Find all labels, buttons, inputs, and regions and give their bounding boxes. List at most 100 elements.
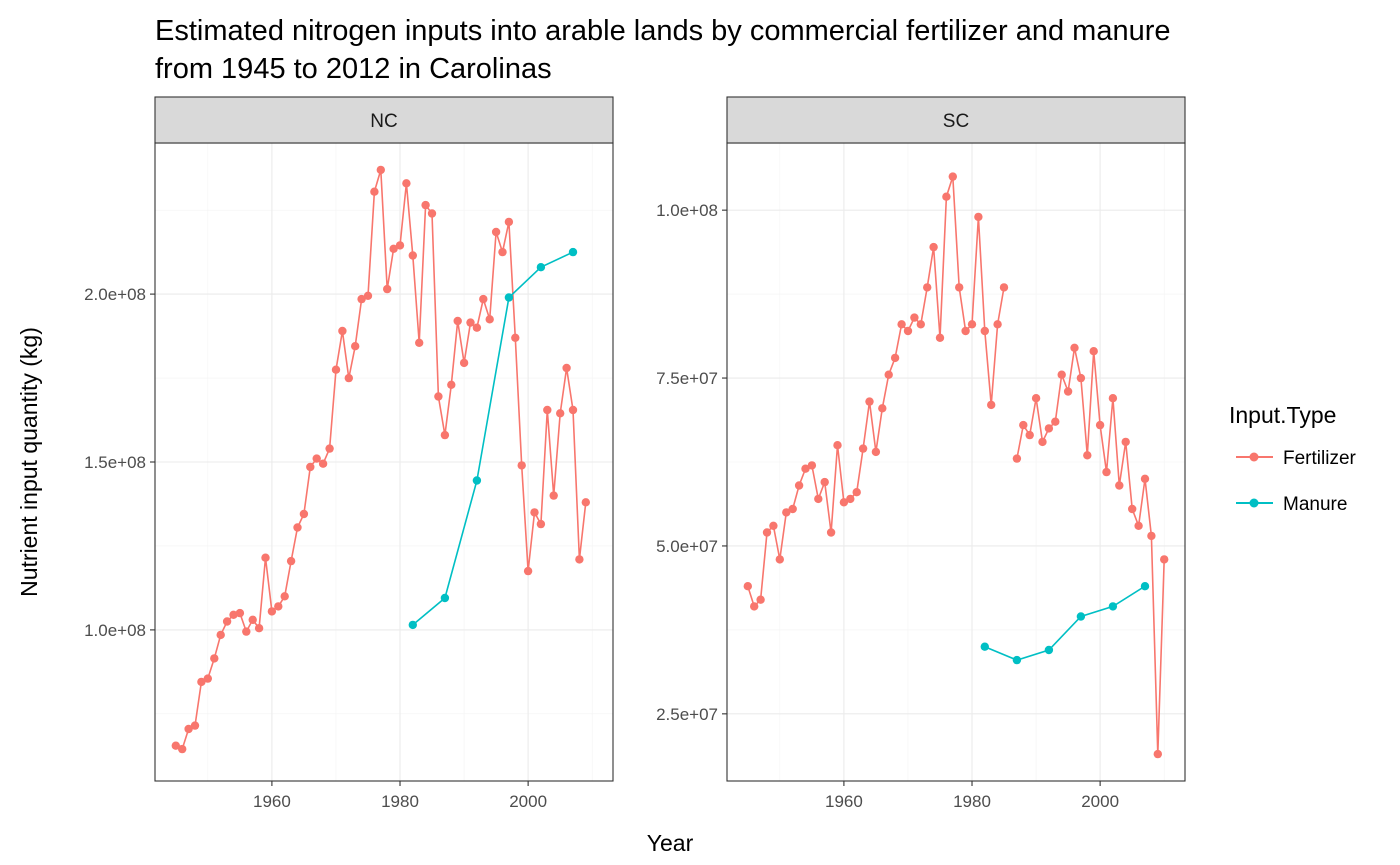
sc-fertilizer-point-1974 bbox=[929, 242, 938, 252]
x-tick-label-nc: 1960 bbox=[253, 792, 291, 811]
sc-fertilizer-point-1961 bbox=[846, 494, 855, 504]
nc-fertilizer-point-1998 bbox=[511, 333, 520, 342]
nc-fertilizer-point-1979 bbox=[389, 244, 398, 253]
nc-fertilizer-point-1988 bbox=[447, 380, 456, 389]
nc-fertilizer-point-1982 bbox=[408, 251, 417, 260]
sc-fertilizer-point-1978 bbox=[955, 283, 964, 292]
sc-fertilizer-point-2004 bbox=[1121, 437, 1130, 447]
sc-fertilizer-point-1965 bbox=[871, 447, 881, 457]
sc-fertilizer-point-1992 bbox=[1044, 424, 1054, 433]
nc-fertilizer-point-1993 bbox=[479, 294, 488, 304]
sc-fertilizer-point-1998 bbox=[1083, 451, 1092, 460]
sc-fertilizer-point-1994 bbox=[1057, 370, 1066, 379]
nc-fertilizer-point-2002 bbox=[536, 519, 546, 529]
sc-fertilizer-point-1980 bbox=[967, 320, 977, 329]
sc-fertilizer-point-1964 bbox=[865, 397, 874, 406]
sc-fertilizer-point-1990 bbox=[1031, 394, 1041, 403]
sc-fertilizer-point-1947 bbox=[756, 595, 765, 604]
nc-fertilizer-point-1971 bbox=[338, 326, 347, 336]
sc-fertilizer-point-1946 bbox=[750, 602, 759, 611]
legend: Input.Type Fertilizer Manure bbox=[1229, 402, 1357, 515]
sc-fertilizer-point-2001 bbox=[1102, 467, 1111, 477]
sc-manure-point-1992 bbox=[1044, 645, 1054, 655]
sc-fertilizer-point-1962 bbox=[852, 488, 861, 497]
x-tick-label-nc: 2000 bbox=[509, 792, 547, 811]
sc-fertilizer-point-1948 bbox=[762, 528, 772, 537]
chart-title: Estimated nitrogen inputs into arable la… bbox=[155, 15, 1171, 47]
nc-fertilizer-point-2000 bbox=[523, 566, 533, 576]
nc-fertilizer-point-1962 bbox=[280, 592, 289, 601]
nc-fertilizer-point-1945 bbox=[171, 741, 180, 750]
nc-fertilizer-point-1968 bbox=[318, 459, 328, 468]
legend-key-point-manure bbox=[1249, 498, 1259, 508]
sc-fertilizer-point-1952 bbox=[788, 504, 797, 514]
sc-manure-point-1987 bbox=[1012, 655, 1022, 665]
nc-fertilizer-point-1952 bbox=[216, 630, 225, 640]
legend-entry-manure: Manure bbox=[1236, 494, 1347, 515]
sc-fertilizer-point-1960 bbox=[839, 498, 849, 507]
panel-sc: SC 2.5e+07 5.0e+07 7.5e+07 1.0e+08 1960 1980 20… bbox=[656, 96, 1186, 811]
sc-fertilizer-point-1973 bbox=[923, 283, 932, 292]
nc-fertilizer-point-1978 bbox=[383, 284, 392, 294]
sc-fertilizer-point-1993 bbox=[1051, 417, 1060, 426]
nc-fertilizer-point-1964 bbox=[293, 523, 302, 532]
sc-fertilizer-point-1984 bbox=[993, 320, 1002, 329]
sc-fertilizer-point-1959 bbox=[833, 441, 842, 450]
sc-fertilizer-point-1970 bbox=[903, 326, 913, 336]
sc-fertilizer-point-1991 bbox=[1038, 437, 1047, 447]
nc-fertilizer-point-1956 bbox=[242, 627, 251, 636]
sc-fertilizer-point-1963 bbox=[858, 444, 868, 453]
sc-manure-line bbox=[984, 585, 1146, 661]
sc-fertilizer-point-1957 bbox=[820, 477, 829, 487]
nc-manure-point-2002 bbox=[536, 263, 546, 272]
legend-label-manure: Manure bbox=[1283, 494, 1347, 515]
sc-fertilizer-point-1954 bbox=[801, 464, 810, 473]
sc-fertilizer-point-1966 bbox=[878, 404, 887, 413]
nc-fertilizer-point-1965 bbox=[299, 509, 309, 519]
nc-fertilizer-point-1967 bbox=[312, 454, 321, 463]
nc-fertilizer-point-1947 bbox=[184, 724, 193, 734]
panel-nc: NC 1.0e+08 1.5e+08 2.0e+08 1960 1980 2000 bbox=[84, 96, 614, 811]
sc-fertilizer-point-2002 bbox=[1108, 394, 1118, 403]
nc-fertilizer-point-1963 bbox=[286, 556, 296, 566]
nc-fertilizer-point-1999 bbox=[517, 461, 526, 470]
sc-fertilizer-point-1953 bbox=[794, 481, 804, 490]
strip-label-nc: NC bbox=[370, 111, 397, 132]
nc-fertilizer-point-2007 bbox=[568, 405, 578, 415]
nc-fertilizer-point-2003 bbox=[543, 405, 552, 415]
nc-fertilizer-point-1955 bbox=[235, 608, 245, 618]
sc-fertilizer-point-1971 bbox=[910, 313, 919, 322]
legend-key-point-fertilizer bbox=[1249, 452, 1259, 462]
nc-fertilizer-point-1977 bbox=[376, 165, 385, 175]
sc-fertilizer-point-1989 bbox=[1025, 430, 1034, 440]
nc-fertilizer-point-1989 bbox=[453, 316, 462, 326]
sc-manure-point-2002 bbox=[1108, 602, 1118, 611]
sc-fertilizer-point-1977 bbox=[948, 172, 957, 181]
sc-fertilizer-point-2009 bbox=[1153, 749, 1163, 759]
nc-fertilizer-point-1950 bbox=[203, 674, 212, 683]
x-tick-label-sc: 2000 bbox=[1081, 792, 1119, 811]
nc-fertilizer-point-2005 bbox=[556, 409, 565, 418]
nc-fertilizer-point-1974 bbox=[357, 294, 366, 304]
nc-fertilizer-point-1960 bbox=[267, 607, 277, 616]
nc-fertilizer-point-1992 bbox=[472, 323, 482, 332]
sc-fertilizer-line bbox=[1016, 347, 1165, 755]
nc-fertilizer-point-1970 bbox=[331, 365, 341, 374]
nc-fertilizer-point-1948 bbox=[190, 721, 200, 730]
nc-fertilizer-point-1954 bbox=[229, 610, 238, 619]
nc-fertilizer-point-1985 bbox=[427, 209, 437, 218]
strip-nc bbox=[154, 96, 614, 144]
nc-manure-point-1992 bbox=[472, 476, 482, 485]
sc-manure-point-2007 bbox=[1140, 582, 1150, 591]
sc-manure-point-1997 bbox=[1076, 612, 1086, 621]
y-tick-label-nc: 1.5e+08 bbox=[84, 453, 146, 472]
y-tick-label-sc: 7.5e+07 bbox=[656, 369, 718, 388]
y-axis-title: Nutrient input quantity (kg) bbox=[16, 327, 42, 597]
chart-title-line2: from 1945 to 2012 in Carolinas bbox=[155, 53, 552, 85]
sc-fertilizer-point-2006 bbox=[1134, 521, 1143, 530]
sc-fertilizer-point-1996 bbox=[1070, 343, 1079, 352]
x-tick-label-sc: 1980 bbox=[953, 792, 991, 811]
nc-fertilizer-point-1990 bbox=[459, 358, 469, 368]
nc-manure-point-2007 bbox=[568, 247, 578, 257]
